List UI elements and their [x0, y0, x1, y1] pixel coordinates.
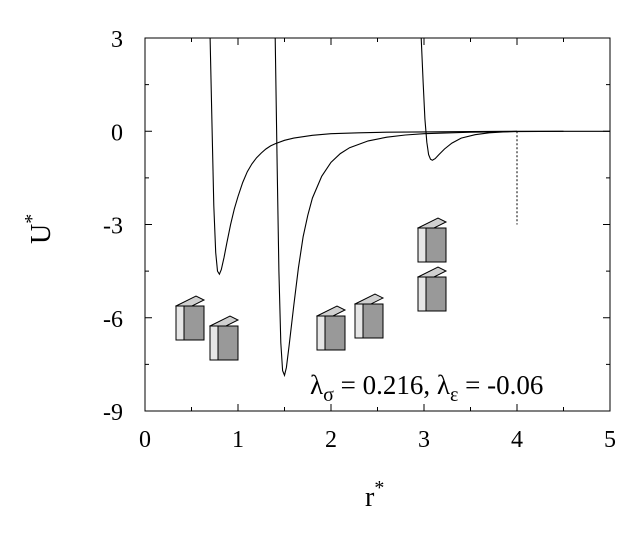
molecule-pair-1 — [174, 295, 240, 361]
y-axis-title: U* — [21, 214, 57, 244]
molecule-pair-2 — [315, 293, 385, 351]
x-tick-label-1: 1 — [232, 427, 244, 453]
series-group — [209, 38, 610, 378]
lambda-value-2: = -0.06 — [458, 370, 543, 400]
x-tick-label-0: 0 — [139, 427, 151, 453]
x-tick-label-5: 5 — [604, 427, 616, 453]
y-axis-label: U — [26, 224, 57, 244]
axis-tick-labels: 0 1 2 3 4 5 3 0 -3 -6 -9 — [103, 27, 616, 453]
y-tick-label-1: 0 — [111, 120, 123, 146]
molecule-pair-3 — [416, 217, 448, 312]
lambda-symbol-2: λ — [437, 370, 450, 400]
series-line-3 — [420, 38, 610, 161]
x-tick-label-3: 3 — [418, 427, 430, 453]
lambda-sub-sigma: σ — [323, 384, 334, 406]
y-tick-label-0: 3 — [111, 27, 123, 53]
lambda-symbol-1: λ — [310, 370, 323, 400]
plot-frame — [144, 37, 611, 412]
lambda-value-1: = 0.216, — [334, 370, 437, 400]
x-axis-label: r — [365, 482, 375, 513]
y-tick-label-2: -3 — [103, 214, 123, 240]
x-tick-label-4: 4 — [511, 427, 523, 453]
series-line-1 — [209, 38, 518, 276]
y-axis-label-sup: * — [21, 214, 43, 224]
lambda-annotation: λσ = 0.216, λε = -0.06 — [310, 370, 543, 406]
x-tick-label-2: 2 — [325, 427, 337, 453]
lambda-sub-epsilon: ε — [450, 384, 458, 406]
x-axis-label-sup: * — [374, 477, 384, 499]
series-line-2 — [274, 38, 564, 378]
x-axis-title: r* — [365, 477, 384, 513]
y-tick-label-4: -9 — [103, 400, 123, 426]
y-tick-label-3: -6 — [103, 307, 123, 333]
